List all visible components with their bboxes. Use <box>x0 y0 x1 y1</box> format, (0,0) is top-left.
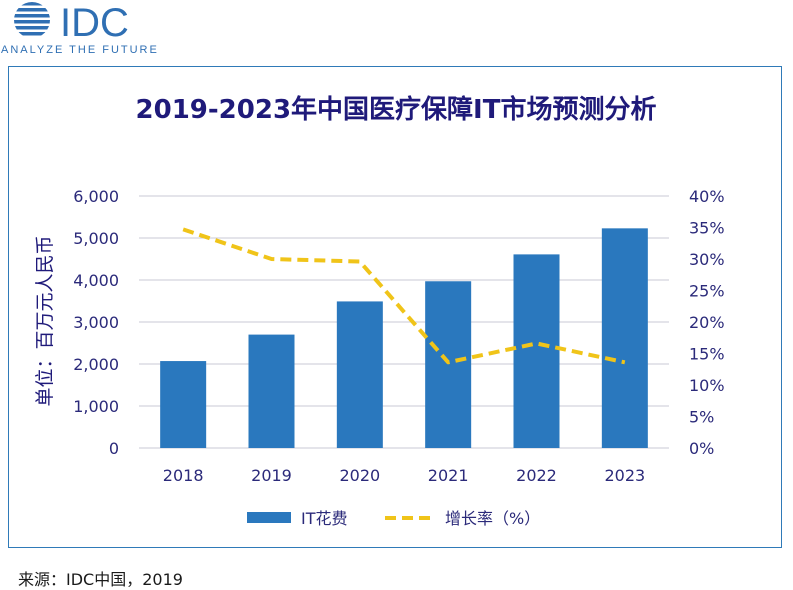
chart-title: 2019-2023年中国医疗保障IT市场预测分析 <box>136 94 657 125</box>
chart-frame: 2019-2023年中国医疗保障IT市场预测分析 0 1,000 2,000 3,00… <box>8 66 782 548</box>
right-axis-tick-label: 5% <box>689 408 714 427</box>
bar <box>514 254 560 448</box>
right-axis-tick-label: 30% <box>689 250 725 269</box>
left-axis-tick-label: 2,000 <box>73 355 119 374</box>
logo-tagline: ANALYZE THE FUTURE <box>1 44 159 56</box>
x-axis-tick-label: 2021 <box>428 466 469 485</box>
bar <box>337 301 383 448</box>
globe-icon <box>10 2 54 36</box>
legend-line-label: 增长率（%） <box>445 509 540 528</box>
bar <box>425 281 471 448</box>
legend-bar-swatch <box>247 512 291 523</box>
logo-brand: IDC <box>60 1 129 45</box>
bar <box>602 228 648 448</box>
right-axis-tick-label: 0% <box>689 439 714 458</box>
x-axis-tick-label: 2020 <box>339 466 380 485</box>
left-axis-tick-label: 0 <box>109 439 119 458</box>
right-axis-tick-label: 15% <box>689 345 725 364</box>
bar <box>249 335 295 448</box>
x-axis-tick-label: 2023 <box>604 466 645 485</box>
right-axis-tick-label: 25% <box>689 282 725 301</box>
x-axis-tick-label: 2022 <box>516 466 557 485</box>
legend: IT花费 增长率（%） <box>247 509 540 528</box>
left-axis-tick-label: 3,000 <box>73 313 119 332</box>
idc-logo: IDC ANALYZE THE FUTURE <box>0 0 200 60</box>
bar <box>160 361 206 448</box>
x-axis-tick-label: 2019 <box>251 466 292 485</box>
y-axis-label: 单位：百万元人民币 <box>34 235 56 406</box>
right-axis-tick-label: 20% <box>689 313 725 332</box>
chart: 2019-2023年中国医疗保障IT市场预测分析 0 1,000 2,000 3,00… <box>9 67 783 549</box>
right-axis-tick-label: 35% <box>689 219 725 238</box>
left-axis-tick-label: 5,000 <box>73 229 119 248</box>
source-note: 来源：IDC中国，2019 <box>18 566 183 590</box>
right-axis-tick-label: 40% <box>689 187 725 206</box>
left-axis-tick-label: 4,000 <box>73 271 119 290</box>
legend-bar-label: IT花费 <box>301 509 348 528</box>
left-axis-tick-label: 1,000 <box>73 397 119 416</box>
left-axis-tick-label: 6,000 <box>73 187 119 206</box>
right-axis-tick-label: 10% <box>689 376 725 395</box>
x-axis-tick-label: 2018 <box>163 466 204 485</box>
